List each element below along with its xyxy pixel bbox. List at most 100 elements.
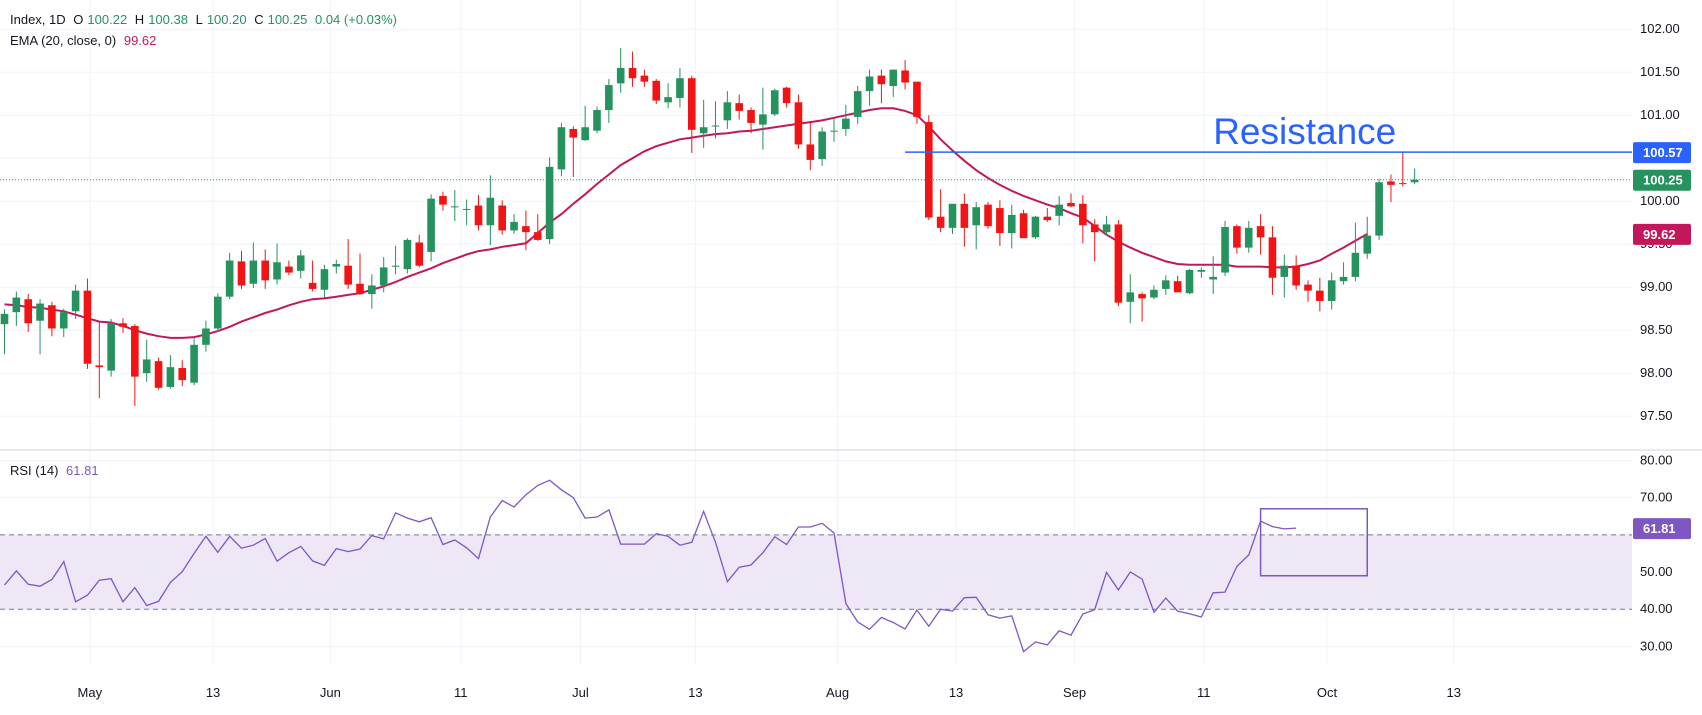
candle-up: [486, 197, 495, 226]
candle-up: [391, 265, 400, 267]
candle-up: [249, 260, 258, 284]
candle-up: [190, 344, 198, 383]
ema-legend: EMA (20, close, 0) 99.62: [10, 33, 160, 48]
legend-symbol[interactable]: Index, 1D: [10, 12, 66, 27]
candle-up: [214, 296, 222, 329]
time-axis-label: 13: [949, 685, 963, 700]
candle-up: [759, 114, 767, 125]
candle-up: [36, 303, 44, 321]
rsi-band: [0, 534, 1632, 610]
candle-up: [593, 110, 601, 131]
candle-down: [1268, 237, 1277, 278]
rsi-legend: RSI (14) 61.81: [10, 463, 103, 478]
candle-down: [237, 261, 246, 286]
candle-down: [1067, 202, 1075, 207]
candle-up: [818, 131, 826, 160]
time-axis-label: 13: [688, 685, 702, 700]
candle-up: [711, 125, 720, 127]
legend-low-value: 100.20: [206, 12, 247, 27]
candle-down: [48, 305, 56, 329]
candle-down: [498, 205, 506, 231]
candle-up: [605, 85, 613, 111]
legend-close-value: 100.25: [267, 12, 308, 27]
candle-up: [1351, 252, 1360, 277]
candle-down: [1043, 216, 1052, 221]
time-axis-label: 11: [1197, 685, 1211, 700]
candle-up: [1327, 280, 1336, 301]
legend-high-value: 100.38: [148, 12, 188, 27]
resistance-annotation[interactable]: Resistance: [1213, 111, 1396, 152]
candle-down: [474, 205, 483, 226]
candle-down: [735, 103, 743, 111]
candle-down: [652, 80, 661, 101]
candle-down: [154, 361, 163, 388]
legend-c-label: C: [254, 12, 264, 27]
candle-up: [225, 260, 234, 297]
rsi-axis-label: 70.00: [1640, 490, 1673, 505]
candle-up: [664, 97, 672, 103]
candle-up: [1007, 214, 1016, 234]
candle-up: [699, 127, 708, 134]
candle-up: [1197, 270, 1206, 272]
candle-up: [427, 198, 435, 252]
candle-up: [403, 239, 412, 270]
candle-down: [308, 282, 317, 289]
legend-ohlc: O 100.22 H 100.38 L 100.20 C 100.25 0.04 (+0…: [73, 12, 401, 27]
rsi-highlight-box[interactable]: [1259, 508, 1368, 577]
candle-down: [1019, 213, 1028, 239]
candle-down: [688, 78, 696, 130]
candle-down: [806, 144, 815, 160]
candle-down: [1173, 281, 1182, 293]
candle-up: [1363, 235, 1372, 254]
candle-up: [842, 118, 850, 129]
ema-legend-label[interactable]: EMA (20, close, 0): [10, 33, 117, 48]
candle-down: [356, 283, 364, 295]
candle-up: [1150, 289, 1158, 298]
candle-up: [368, 285, 376, 295]
candle-down: [628, 67, 637, 79]
rsi-axis-label: 30.00: [1640, 638, 1673, 653]
candle-up: [462, 208, 471, 210]
candle-down: [261, 260, 269, 281]
price-axis-label: 101.50: [1640, 64, 1680, 79]
candle-up: [273, 262, 281, 280]
candle-up: [296, 255, 305, 271]
candle-down: [936, 216, 945, 228]
candle-down: [439, 196, 447, 205]
candle-up: [1185, 270, 1194, 294]
candle-down: [877, 75, 886, 85]
candle-up: [770, 90, 779, 115]
candle-up: [379, 267, 388, 286]
candle-up: [202, 328, 210, 345]
candle-up: [1126, 292, 1135, 302]
legend-h-label: H: [134, 12, 145, 27]
candle-down: [960, 203, 969, 228]
rsi-legend-label[interactable]: RSI (14): [10, 463, 59, 478]
time-axis-label: May: [78, 685, 103, 700]
rsi-axis-label: 50.00: [1640, 564, 1673, 579]
time-axis-label: 13: [1447, 685, 1461, 700]
candle-up: [853, 91, 862, 117]
price-axis-label: 98.00: [1640, 365, 1673, 380]
ema-line: [4, 107, 1368, 339]
candle-down: [794, 102, 803, 145]
candle-down: [996, 208, 1004, 234]
price-axis-label: 98.50: [1640, 322, 1673, 337]
candle-down: [925, 122, 933, 218]
rsi-legend-value: 61.81: [66, 463, 99, 478]
candle-up: [616, 67, 625, 84]
candle-up: [166, 367, 175, 387]
rsi-line: [4, 479, 1297, 653]
candle-down: [533, 232, 542, 240]
candle-down: [1387, 181, 1395, 185]
price-badge-label: 100.25: [1643, 173, 1683, 188]
candle-up: [889, 69, 898, 86]
candle-down: [95, 365, 104, 368]
time-axis-label: Aug: [826, 685, 849, 700]
price-axis-label: 101.00: [1640, 107, 1680, 122]
candle-down: [569, 128, 578, 138]
candle-up: [510, 221, 518, 231]
candle-up: [1031, 216, 1040, 238]
candle-up: [451, 206, 459, 208]
price-badge: [1633, 169, 1691, 191]
